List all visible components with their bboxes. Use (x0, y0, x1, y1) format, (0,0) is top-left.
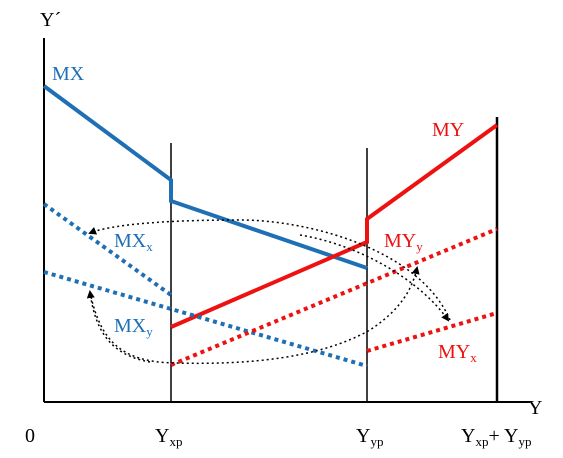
mx-y-label: MXy (114, 315, 153, 339)
my-y-line (170, 227, 498, 367)
my-y-label: MYy (384, 230, 423, 254)
y-axis-label: Y´ (40, 9, 61, 31)
mx-x-label: MXx (114, 230, 153, 254)
arrow-upper (88, 219, 451, 321)
arrow-upper-right (299, 234, 450, 322)
arrow-upper-head (90, 220, 240, 233)
tick-yxp: Yxp (155, 425, 182, 449)
tick-yyp: Yyp (356, 425, 383, 449)
my-line (170, 123, 499, 329)
mx-x-line (42, 202, 173, 297)
x-axis-label: Y (528, 397, 542, 419)
mx-label: MX (52, 63, 85, 85)
mx-y-line (43, 270, 368, 368)
mx-line (42, 84, 368, 270)
origin-label: 0 (25, 425, 35, 447)
arrow-lower (89, 266, 420, 365)
my-x-line (366, 311, 498, 353)
arrow-lower-left (86, 290, 151, 363)
my-x-label: MYx (438, 341, 477, 365)
tick-total: Yxp+ Yyp (461, 425, 531, 449)
my-label: MY (432, 119, 464, 141)
